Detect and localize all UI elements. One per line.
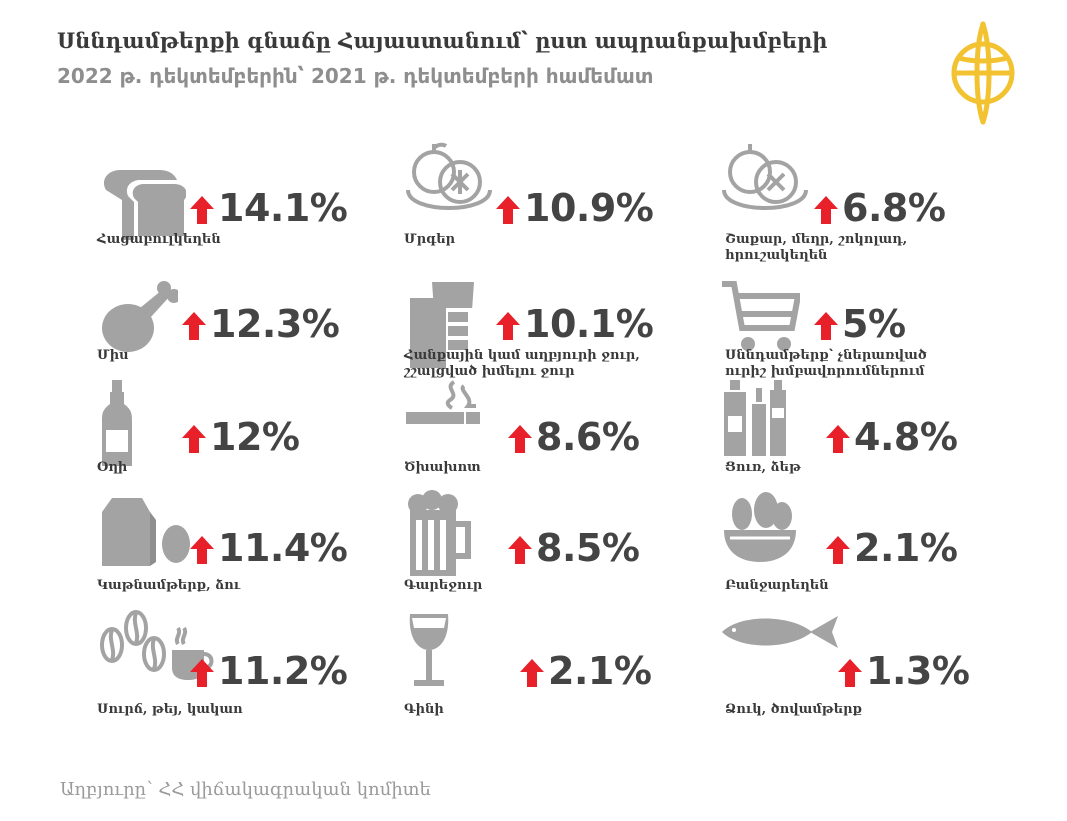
value-label: 12% — [210, 415, 300, 459]
category-label: Միս — [97, 348, 129, 363]
value-label: 10.1% — [524, 302, 654, 346]
chicken-leg-icon — [102, 281, 178, 352]
category-label: Հացաբուլկեղեն — [97, 232, 221, 247]
value-label: 12.3% — [210, 302, 340, 346]
category-label: Գարեջուր — [404, 578, 483, 593]
wine-glass-icon — [409, 614, 449, 686]
value-label: 4.8% — [854, 415, 958, 459]
value-label: 11.4% — [218, 526, 348, 570]
arrow-up-icon — [190, 659, 214, 687]
category-label: Սննդամթերք՝ չներառված — [725, 348, 927, 363]
category-label: Բանջարեղեն — [725, 578, 829, 593]
sweets-plate-icon — [722, 144, 808, 210]
source-note: Աղբյուրը՝ ՀՀ վիճակագրական կոմիտե — [60, 779, 431, 800]
value-label: 5% — [842, 302, 906, 346]
category-label: Օղի — [97, 460, 128, 475]
category-label: Մրգեր — [404, 232, 456, 247]
arrow-up-icon — [814, 196, 838, 224]
value-label: 10.9% — [524, 186, 654, 230]
vodka-bottle-icon — [102, 380, 132, 466]
arrow-up-icon — [190, 196, 214, 224]
shopping-cart-icon — [722, 281, 800, 351]
category-label: Ձուկ, ծովամթերք — [725, 702, 863, 717]
value-label: 1.3% — [866, 649, 970, 693]
arrow-up-icon — [182, 312, 206, 340]
arrow-up-icon — [182, 425, 206, 453]
arrow-up-icon — [826, 536, 850, 564]
arrow-up-icon — [838, 659, 862, 687]
category-label: ուրիշ խմբավորումներում — [725, 364, 925, 379]
category-label: Շաքար, մեղր, շոկոլադ, — [725, 232, 908, 247]
category-label: Սուրճ, թեյ, կակաո — [97, 702, 243, 717]
category-label: Կաթնամթերք, ձու — [97, 578, 241, 593]
chart-subtitle: 2022 թ. դեկտեմբերին՝ 2021 թ. դեկտեմբերի … — [57, 64, 654, 88]
cigarette-icon — [406, 380, 480, 424]
arrow-up-icon — [508, 425, 532, 453]
category-label: Ծխախոտ — [404, 460, 481, 475]
arrow-up-icon — [520, 659, 544, 687]
category-label: շշալցված խմելու ջուր — [404, 364, 575, 379]
oil-bottles-icon — [724, 380, 786, 456]
value-label: 11.2% — [218, 649, 348, 693]
vegetable-bowl-icon — [724, 492, 796, 562]
beer-mug-icon — [408, 490, 471, 576]
fruit-plate-icon — [406, 142, 492, 210]
arrow-up-icon — [496, 196, 520, 224]
value-label: 14.1% — [218, 186, 348, 230]
fish-icon — [722, 616, 838, 648]
milk-egg-icon — [102, 498, 190, 566]
value-label: 8.6% — [536, 415, 640, 459]
bread-icon — [103, 170, 186, 240]
chart-title: Սննդամթերքի գնաճը Հայաստանում՝ ըստ ապրան… — [57, 28, 828, 53]
arrow-up-icon — [496, 312, 520, 340]
category-label: Ցուռ, ձեթ — [725, 460, 801, 475]
arrow-up-icon — [508, 536, 532, 564]
logo-icon — [951, 21, 1015, 125]
water-glass-icon — [410, 282, 474, 368]
category-label: Գինի — [404, 702, 444, 717]
value-label: 2.1% — [854, 526, 958, 570]
arrow-up-icon — [814, 312, 838, 340]
coffee-icon — [100, 610, 214, 680]
value-label: 2.1% — [548, 649, 652, 693]
arrow-up-icon — [190, 536, 214, 564]
category-label: Հանքային կամ աղբյուրի ջուր, — [404, 348, 640, 363]
value-label: 8.5% — [536, 526, 640, 570]
value-label: 6.8% — [842, 186, 946, 230]
category-label: հրուշակեղեն — [725, 248, 828, 263]
arrow-up-icon — [826, 425, 850, 453]
